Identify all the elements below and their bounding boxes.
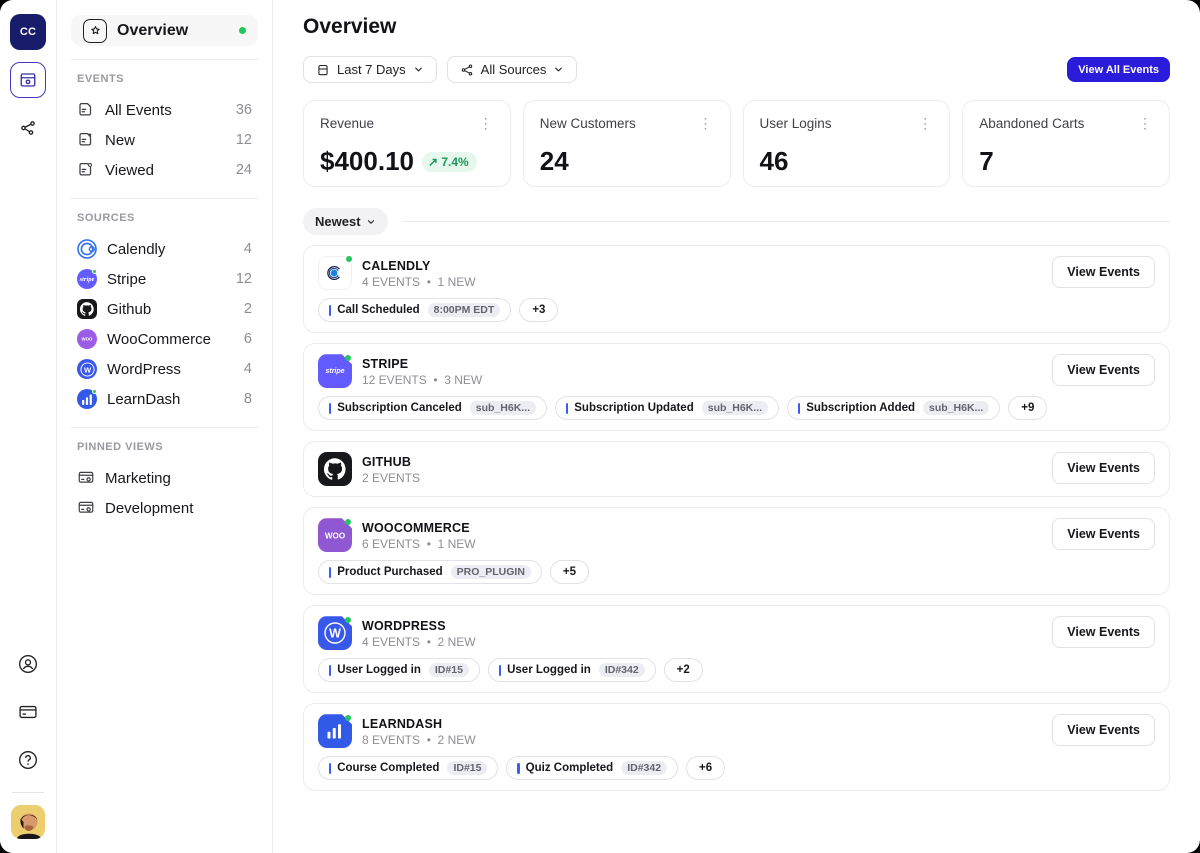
svg-text:WOO: WOO <box>325 531 345 540</box>
svg-text:WOO: WOO <box>82 337 94 342</box>
svg-text:W: W <box>329 627 341 641</box>
svg-text:W: W <box>83 365 91 374</box>
